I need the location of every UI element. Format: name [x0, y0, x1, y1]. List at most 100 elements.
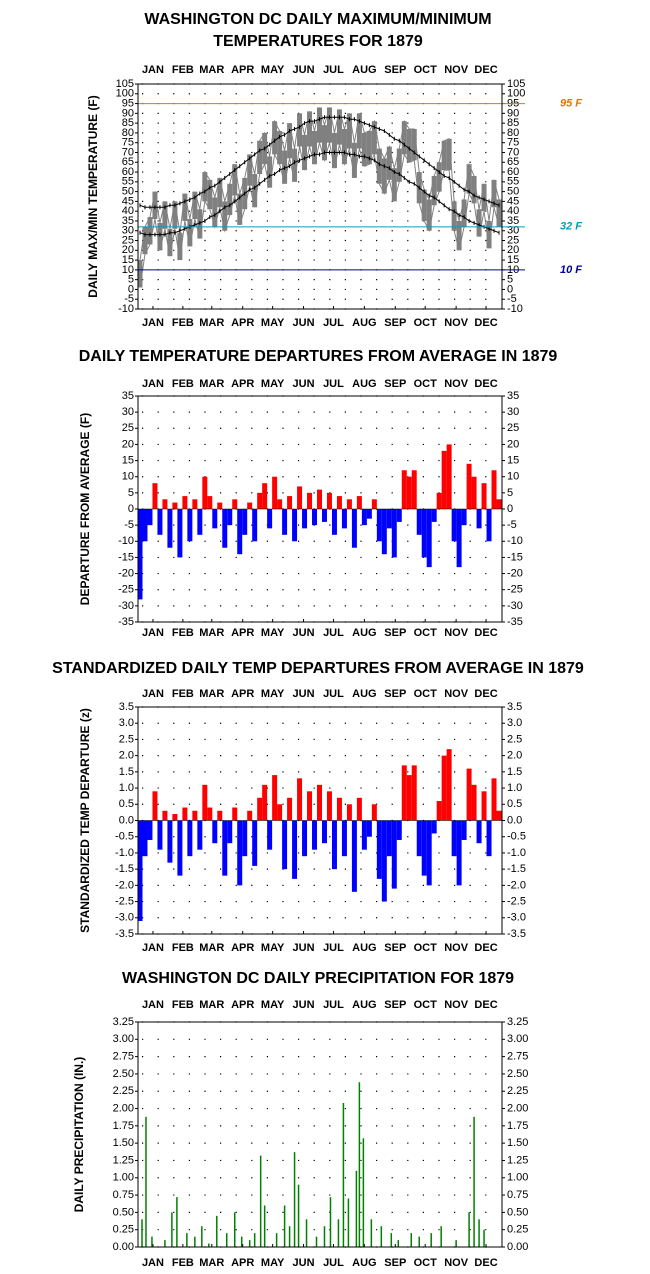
y-tick-label: 1.5 — [119, 766, 134, 778]
y-tick-label-right: 20 — [507, 438, 519, 450]
departure-bar — [197, 820, 203, 850]
temp-range-bar — [302, 134, 308, 171]
precip-bar — [305, 1219, 308, 1247]
y-tick-label: -15 — [118, 551, 134, 563]
x-tick-label-top: FEB — [172, 999, 194, 1011]
precip-bar — [151, 1236, 153, 1247]
y-tick-label: -2.5 — [115, 895, 134, 907]
departure-bar — [416, 509, 422, 535]
x-tick-label: JUL — [323, 1257, 344, 1269]
x-tick-label-top: NOV — [444, 64, 469, 76]
departure-bar — [491, 778, 497, 821]
y-tick-label-right: 10 — [507, 471, 519, 483]
departure-bar — [137, 509, 143, 600]
y-tick-label: 2.0 — [119, 750, 134, 762]
x-tick-label: JAN — [142, 942, 164, 954]
y-tick-label: 10 — [122, 264, 134, 276]
departure-bar — [297, 486, 303, 509]
precip-bar — [478, 1219, 480, 1247]
x-tick-label-top: SEP — [384, 64, 406, 76]
departure-bar — [456, 820, 462, 886]
y-tick-label: 35 — [122, 390, 134, 402]
departure-bar — [232, 807, 238, 821]
departure-bar — [212, 820, 218, 844]
y-tick-label-right: -35 — [507, 616, 523, 628]
departure-bar — [307, 791, 313, 821]
x-tick-label-top: APR — [231, 688, 254, 700]
x-tick-label-top: JAN — [142, 999, 164, 1011]
plot-frame — [137, 83, 503, 310]
precip-bar — [226, 1233, 228, 1247]
temp-range-bar — [386, 146, 392, 180]
departure-bar — [426, 509, 432, 568]
precip-bar — [418, 1236, 420, 1247]
x-tick-label: AUG — [352, 1257, 376, 1269]
y-tick-label: 3.00 — [113, 1033, 134, 1045]
departure-bar — [476, 509, 482, 529]
y-tick-label-right: 3.0 — [507, 717, 522, 729]
y-axis-label: DAILY PRECIPITATION (IN.) — [72, 1057, 86, 1213]
temp-range-bar — [237, 193, 243, 225]
departure-bar — [217, 502, 223, 509]
y-tick-label: -1.0 — [115, 847, 134, 859]
y-tick-label: -3.0 — [115, 912, 134, 924]
y-tick-label-right: 3.00 — [507, 1033, 528, 1045]
precip-bar — [263, 1205, 266, 1247]
x-tick-label-top: JUL — [323, 378, 344, 390]
departure-bar — [456, 509, 462, 568]
departure-bar — [366, 820, 372, 837]
chart-title: WASHINGTON DC DAILY MAXIMUM/MINIMUM — [144, 11, 491, 28]
departure-bar — [287, 496, 293, 509]
y-tick-label: -3.5 — [115, 928, 134, 940]
departure-bar — [262, 483, 268, 509]
departure-bar — [307, 492, 313, 509]
precip-bar — [337, 1219, 340, 1247]
departure-bar — [376, 509, 382, 542]
x-tick-label: JAN — [142, 1257, 164, 1269]
y-tick-label-right: -2.5 — [507, 895, 526, 907]
precip-bar — [259, 1155, 262, 1247]
y-tick-label: 40 — [122, 205, 134, 217]
y-tick-label-right: -30 — [507, 600, 523, 612]
precip-bar — [455, 1240, 457, 1247]
reference-label: 32 F — [560, 221, 582, 233]
x-tick-label: FEB — [172, 627, 194, 639]
departure-bar — [302, 820, 308, 857]
y-tick-label-right: 0 — [507, 283, 513, 295]
y-tick-label: -30 — [118, 600, 134, 612]
y-tick-label-right: -1.5 — [507, 863, 526, 875]
departure-bar — [331, 820, 337, 870]
y-tick-label-right: -5 — [507, 519, 517, 531]
departure-bar — [292, 820, 298, 879]
precip-bar — [390, 1233, 393, 1247]
x-tick-label: APR — [231, 1257, 254, 1269]
precip-bar — [283, 1205, 286, 1247]
temp-range-bar — [232, 164, 238, 196]
chart-title: DAILY TEMPERATURE DEPARTURES FROM AVERAG… — [79, 348, 558, 365]
departure-bar — [441, 450, 447, 509]
x-tick-label-top: MAR — [199, 999, 224, 1011]
temp-range-bar — [207, 179, 213, 210]
y-tick-label-right: 2.25 — [507, 1085, 528, 1097]
x-tick-label-top: JAN — [142, 688, 164, 700]
temp-range-bar — [496, 199, 502, 227]
departure-bar — [451, 820, 457, 857]
departure-bar — [152, 791, 158, 821]
departure-bar — [167, 509, 173, 548]
temp-range-bar — [406, 129, 412, 163]
y-tick-label-right: 0.50 — [507, 1206, 528, 1218]
temp-range-bar — [451, 201, 457, 231]
departure-bar — [421, 820, 427, 876]
precip-bar — [323, 1226, 326, 1247]
x-tick-label-top: JUN — [293, 64, 315, 76]
departure-bar — [292, 509, 298, 542]
temp-range-bar — [321, 125, 327, 161]
y-tick-label: 35 — [122, 215, 134, 227]
departure-bar — [187, 820, 193, 857]
temp-range-bar — [202, 172, 208, 202]
x-tick-label-top: DEC — [474, 688, 497, 700]
x-tick-label: MAY — [261, 627, 285, 639]
y-axis-label: DAILY MAX/MIN TEMPERATURE (F) — [86, 95, 100, 297]
y-tick-label: 50 — [122, 186, 134, 198]
x-tick-label-top: SEP — [384, 378, 406, 390]
